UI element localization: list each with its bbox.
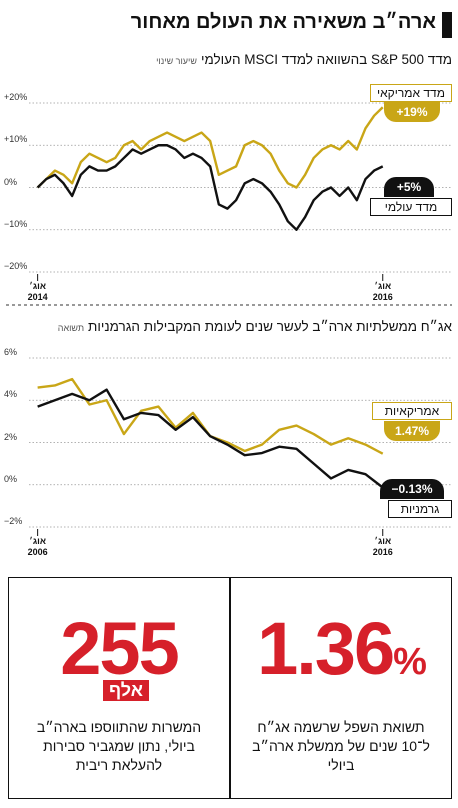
stat-box: 1.36% תשואת השפל שרשמה אג״ח ל־10 שנים של… (230, 577, 452, 799)
stat-number-wrap: 1.36% (231, 606, 451, 691)
y-tick-label: 0% (4, 473, 18, 484)
y-tick-label: +10% (4, 134, 28, 145)
y-tick-label: 4% (4, 389, 18, 400)
series-line (36, 144, 384, 231)
stat-unit: אלף (103, 680, 149, 701)
y-tick-label: −20% (4, 261, 28, 271)
chart-unit: שיעור שינוי (156, 56, 197, 66)
page-title: ארה״ב משאירה את העולם מאחור (130, 11, 436, 33)
chart-title: מדד S&P 500 בהשוואה למדד MSCI העולמישיעו… (156, 52, 452, 67)
x-tick-label: אוג׳ 2016 (372, 281, 393, 302)
chart-title-text: מדד S&P 500 בהשוואה למדד MSCI העולמי (200, 52, 452, 67)
y-tick-label: +20% (4, 92, 28, 102)
legend-label: מדד אמריקאי (370, 84, 452, 102)
legend-label: גרמניות (388, 500, 452, 518)
stat-unit: % (393, 641, 427, 683)
end-label: −0.13% (380, 479, 444, 499)
x-tick-label: אוג׳ 2014 (27, 281, 48, 302)
series-line (36, 106, 384, 189)
y-tick-label: −10% (4, 218, 28, 229)
y-tick-label: −2% (4, 516, 23, 526)
end-label: 1.47% (384, 421, 440, 441)
chart-title-text: אג״ח ממשלתיות ארה״ב לעשר שנים לעומת המקב… (88, 319, 452, 334)
y-tick-label: 0% (4, 176, 18, 187)
stat-box: 255 אלף המשרות שהתווספו בארה״ב ביולי, נת… (8, 577, 230, 799)
legend-label: מדד עולמי (370, 198, 452, 216)
chart-unit: תשואה (57, 323, 85, 333)
title-bar (442, 12, 452, 38)
stat-number: 255 (60, 607, 179, 690)
stat-caption: המשרות שהתווספו בארה״ב ביולי, נתון שמגבי… (36, 719, 202, 773)
x-tick-label: אוג׳ 2006 (27, 536, 48, 557)
end-label: +19% (384, 102, 440, 122)
x-tick-label: אוג׳ 2016 (372, 536, 393, 557)
stat-caption: תשואת השפל שרשמה אג״ח ל־10 שנים של ממשלת… (252, 719, 430, 773)
chart-title: אג״ח ממשלתיות ארה״ב לעשר שנים לעומת המקב… (58, 319, 452, 334)
series-line (37, 388, 384, 489)
stat-number: 1.36 (257, 607, 395, 690)
y-tick-label: 2% (4, 431, 18, 442)
y-tick-label: 6% (4, 347, 18, 357)
legend-label: אמריקאיות (372, 402, 452, 420)
end-label: +5% (384, 177, 434, 197)
